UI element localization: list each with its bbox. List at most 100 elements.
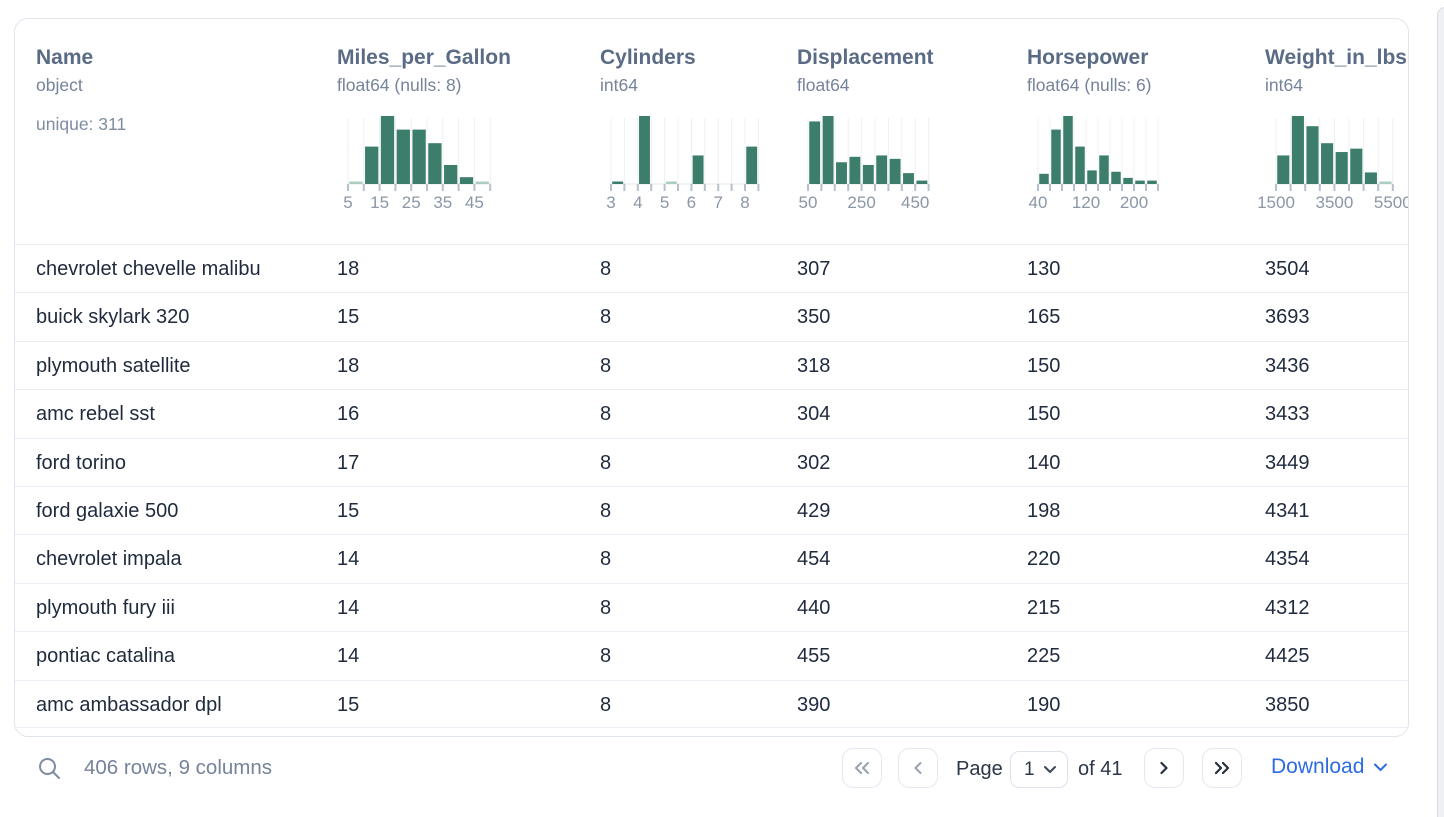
table-cell: ford galaxie 500 — [36, 499, 179, 522]
table-cell: 150 — [1027, 354, 1061, 377]
last-page-button[interactable] — [1202, 748, 1242, 788]
table-cell: 150 — [1027, 403, 1061, 426]
table-cell: 140 — [1027, 451, 1061, 474]
table-row: chevrolet chevelle malibu 18 8 307 130 3504 — [15, 244, 1408, 292]
table-row: amc rebel sst 16 8 304 150 3433 — [15, 389, 1408, 437]
table-cell: 318 — [797, 354, 831, 377]
histogram-tick-label: 250 — [847, 193, 875, 212]
next-page-button[interactable] — [1144, 748, 1184, 788]
table-row: plymouth satellite 18 8 318 150 3436 — [15, 340, 1408, 389]
table-row: pontiac catalina 14 8 455 225 4425 — [15, 631, 1408, 679]
histogram-tick-label: 45 — [465, 193, 484, 212]
chevron-left-icon — [914, 762, 922, 774]
column-header-miles_per_gallon[interactable]: Miles_per_Gallon float64 (nulls: 8) 5 15 25 3… — [337, 45, 511, 214]
table-cell: 165 — [1027, 306, 1061, 329]
histogram-tick-label: 4 — [633, 193, 642, 212]
histogram-tick-label: 25 — [402, 193, 421, 212]
histogram-tick-label: 450 — [901, 193, 929, 212]
chevron-double-right-icon — [1214, 761, 1230, 775]
histogram-tick-label: 5500 — [1374, 193, 1409, 212]
search-icon[interactable] — [36, 755, 63, 782]
column-header-displacement[interactable]: Displacement float64 50 250 450 — [797, 45, 934, 214]
table-cell: 15 — [337, 693, 360, 716]
table-cell: 14 — [337, 645, 360, 668]
table-cell: 455 — [797, 645, 831, 668]
table-cell: 14 — [337, 548, 360, 571]
table-cell: pontiac catalina — [36, 645, 175, 668]
table-cell: 8 — [600, 258, 612, 280]
table-cell: 215 — [1027, 596, 1061, 619]
table-row: buick skylark 320 15 8 350 165 3693 — [15, 292, 1408, 340]
table-cell: 220 — [1027, 548, 1061, 571]
table-cell: amc ambassador dpl — [36, 693, 222, 716]
chevron-double-left-icon — [855, 762, 869, 774]
table-row: ford galaxie 500 15 8 429 198 4341 — [15, 485, 1408, 534]
column-title: Horsepower — [1027, 46, 1149, 69]
table-cell: 17 — [337, 451, 360, 474]
column-dtype: float64 (nulls: 6) — [1027, 75, 1152, 95]
column-dtype: int64 — [600, 75, 638, 95]
histogram-tick-label: 35 — [433, 193, 452, 212]
column-title: Weight_in_lbs — [1265, 46, 1407, 69]
table-cell: ford torino — [36, 451, 127, 474]
column-header-cylinders[interactable]: Cylinders int64 3 4 5 6 7 8 — [600, 45, 760, 214]
table-cell: 18 — [337, 258, 360, 280]
column-header-name[interactable]: Name object unique: 311 — [36, 45, 126, 136]
page-number-select[interactable]: 1 — [1010, 751, 1068, 788]
table-cell: 429 — [797, 499, 831, 522]
table-cell: 4354 — [1265, 548, 1310, 571]
download-label: Download — [1271, 755, 1365, 778]
table-cell: 8 — [600, 645, 612, 668]
table-cell: 307 — [797, 258, 831, 280]
column-header-horsepower[interactable]: Horsepower float64 (nulls: 6) 40 120 200 — [1027, 45, 1159, 214]
column-title: Name — [36, 46, 94, 69]
column-dtype: int64 — [1265, 75, 1303, 95]
column-histogram[interactable]: 1500 3500 5500 — [1257, 116, 1408, 214]
page-number-value: 1 — [1024, 758, 1035, 780]
histogram-tick-label: 3500 — [1315, 193, 1353, 212]
table-cell: 14 — [337, 596, 360, 619]
table-cell: 4425 — [1265, 645, 1310, 668]
histogram-tick-label: 5 — [660, 193, 669, 212]
table-row: plymouth fury iii 14 8 440 215 4312 — [15, 582, 1408, 631]
histogram-tick-label: 200 — [1120, 193, 1148, 212]
column-dtype: float64 — [797, 75, 850, 95]
column-title: Cylinders — [600, 46, 696, 69]
table-cell: 8 — [600, 548, 612, 571]
histogram-tick-label: 120 — [1072, 193, 1100, 212]
table-cell: 8 — [600, 451, 612, 474]
histogram-tick-label: 40 — [1029, 193, 1048, 212]
table-cell: 8 — [600, 693, 612, 716]
table-cell: 454 — [797, 548, 831, 571]
table-row: ford torino 17 8 302 140 3449 — [15, 437, 1408, 486]
column-histogram[interactable]: 40 120 200 — [1029, 116, 1159, 214]
row-column-count: 406 rows, 9 columns — [84, 756, 273, 779]
table-cell: 8 — [600, 354, 612, 377]
column-histogram[interactable]: 5 15 25 35 45 — [343, 116, 492, 214]
table-cell: 15 — [337, 499, 360, 522]
table-cell: 440 — [797, 596, 831, 619]
table-cell: 8 — [600, 403, 612, 426]
table-cell: 3433 — [1265, 403, 1310, 426]
download-button[interactable]: Download — [1271, 755, 1388, 779]
previous-page-button[interactable] — [898, 748, 938, 788]
table-cell: 3449 — [1265, 451, 1310, 474]
table-cell: 18 — [337, 354, 360, 377]
table-cell: 390 — [797, 693, 831, 716]
table-cell: 3504 — [1265, 258, 1310, 280]
histogram-tick-label: 8 — [740, 193, 749, 212]
table-cell: 130 — [1027, 258, 1061, 280]
table-cell: 350 — [797, 306, 831, 329]
chevron-right-icon — [1160, 761, 1168, 775]
column-histogram[interactable]: 50 250 450 — [799, 116, 930, 214]
column-header-weight_in_lbs[interactable]: Weight_in_lbs int64 1500 3500 5500 — [1257, 45, 1408, 214]
table-cell: plymouth satellite — [36, 354, 191, 377]
data-table-card: Name object unique: 311 Miles_per_Gallon flo… — [14, 18, 1409, 737]
histogram-tick-label: 3 — [606, 193, 615, 212]
first-page-button[interactable] — [842, 748, 882, 788]
histogram-tick-label: 15 — [370, 193, 389, 212]
table-cell: chevrolet impala — [36, 548, 182, 571]
histogram-tick-label: 5 — [343, 193, 352, 212]
